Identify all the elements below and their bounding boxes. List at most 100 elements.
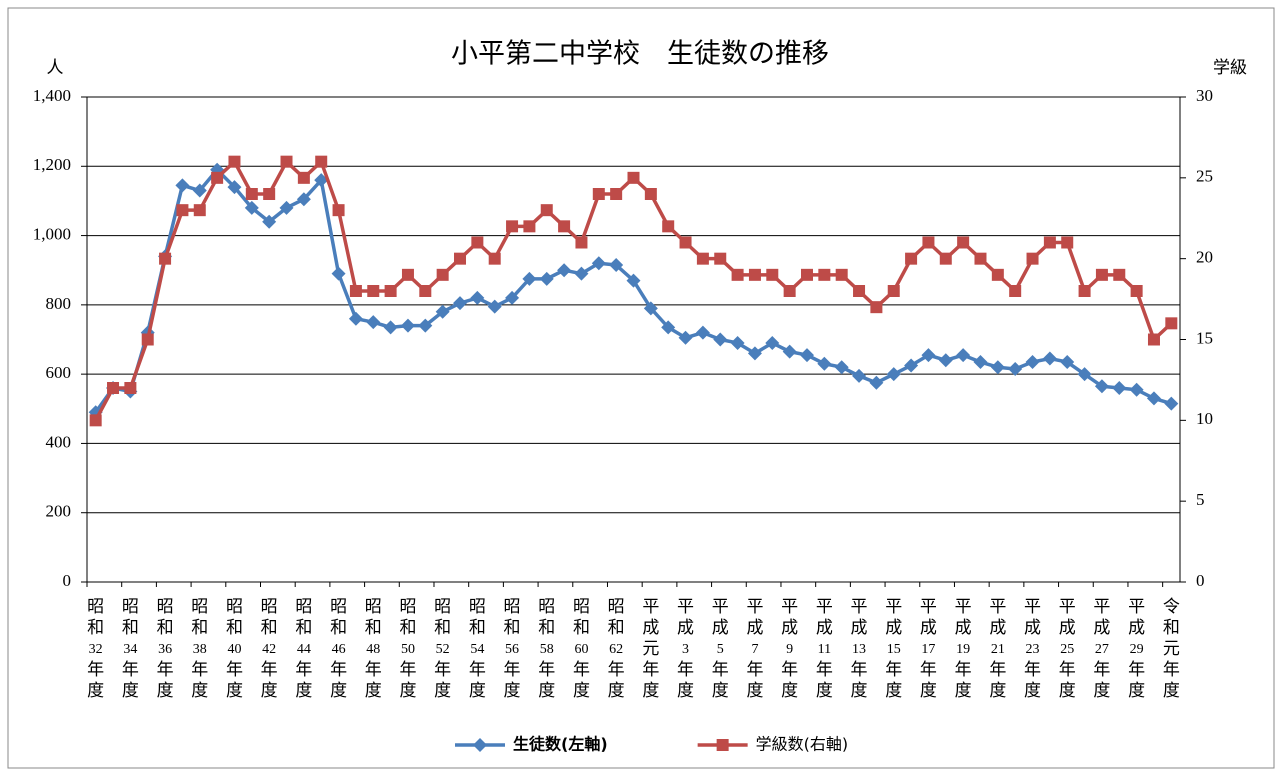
data-point <box>765 335 780 350</box>
x-tick-label: 平成元年度 <box>642 597 659 700</box>
y-tick-label: 200 <box>46 502 72 521</box>
data-point <box>1113 268 1126 281</box>
y2-tick-label: 0 <box>1196 571 1205 590</box>
data-point <box>228 155 241 168</box>
data-point <box>626 273 641 288</box>
data-point <box>956 348 971 363</box>
x-tick-label: 昭和 48 年度 <box>365 597 382 700</box>
data-point <box>558 220 571 233</box>
x-tick-label: 昭和 32 年度 <box>87 597 104 700</box>
data-point <box>938 353 953 368</box>
x-tick-label: 平成 25 年度 <box>1059 597 1076 700</box>
data-point <box>922 236 935 249</box>
data-point <box>730 335 745 350</box>
data-point <box>332 204 345 217</box>
data-point <box>89 414 102 427</box>
legend-marker <box>716 739 729 751</box>
data-point <box>1026 252 1039 265</box>
data-point <box>297 171 310 184</box>
data-point <box>678 330 693 345</box>
data-point <box>748 268 761 281</box>
data-point <box>1077 367 1092 382</box>
data-point <box>211 171 224 184</box>
x-tick-label: 平成 11 年度 <box>816 597 833 700</box>
data-point <box>800 268 813 281</box>
x-tick-label: 平成 21 年度 <box>989 597 1006 700</box>
data-point <box>419 285 432 297</box>
x-tick-label: 令和元年度 <box>1163 597 1180 700</box>
data-point <box>1130 285 1143 297</box>
data-point <box>661 320 676 335</box>
data-point <box>279 200 294 215</box>
data-point <box>575 236 588 249</box>
chart-frame <box>7 7 1275 769</box>
data-point <box>731 268 744 281</box>
data-point <box>1147 333 1160 346</box>
data-point <box>487 299 502 314</box>
data-point <box>818 268 831 281</box>
data-point <box>1042 351 1057 366</box>
data-point <box>400 318 415 333</box>
x-tick-label: 平成 7 年度 <box>746 597 763 700</box>
data-point <box>782 344 797 359</box>
data-point <box>159 252 172 265</box>
data-point <box>921 348 936 363</box>
data-point <box>679 236 692 249</box>
y2-tick-label: 25 <box>1196 167 1213 186</box>
x-tick-label: 昭和 40 年度 <box>226 597 243 700</box>
data-point <box>817 356 832 371</box>
data-point <box>245 188 258 200</box>
data-point <box>747 346 762 361</box>
data-point <box>435 304 450 319</box>
data-point <box>591 256 606 271</box>
y2-axis-label: 学級 <box>1213 58 1247 78</box>
y-tick-label: 1,200 <box>33 155 71 174</box>
x-tick-label: 昭和 54 年度 <box>469 597 486 700</box>
data-point <box>870 301 883 314</box>
data-point <box>1129 382 1144 397</box>
data-point <box>453 296 468 311</box>
data-point <box>610 188 623 200</box>
data-point <box>192 183 207 198</box>
data-point <box>470 290 485 305</box>
x-tick-label: 昭和 46 年度 <box>330 597 347 700</box>
data-point <box>540 204 553 217</box>
y-tick-label: 1,400 <box>33 86 71 105</box>
data-point <box>696 252 709 265</box>
data-point <box>627 171 640 184</box>
x-tick-label: 平成 15 年度 <box>885 597 902 700</box>
data-point <box>990 360 1005 375</box>
x-tick-label: 平成 27 年度 <box>1093 597 1110 700</box>
x-tick-label: 昭和 60 年度 <box>573 597 590 700</box>
data-point <box>471 236 484 249</box>
data-point <box>574 266 589 281</box>
data-point <box>886 367 901 382</box>
x-tick-label: 昭和 50 年度 <box>399 597 416 700</box>
data-point <box>383 320 398 335</box>
x-tick-label: 平成 17 年度 <box>920 597 937 700</box>
data-point <box>557 263 572 278</box>
data-point <box>296 192 311 207</box>
data-point <box>939 252 952 265</box>
data-point <box>1009 285 1022 297</box>
data-point <box>1078 285 1091 297</box>
data-point <box>349 285 362 297</box>
data-point <box>853 285 866 297</box>
x-tick-label: 昭和 42 年度 <box>261 597 278 700</box>
data-point <box>643 301 658 316</box>
data-point <box>315 155 328 168</box>
data-point <box>957 236 970 249</box>
data-point <box>1164 396 1179 411</box>
data-point <box>869 375 884 390</box>
data-point <box>766 268 779 281</box>
x-tick-label: 平成 9 年度 <box>781 597 798 700</box>
data-point <box>609 258 624 273</box>
data-point <box>1146 391 1161 406</box>
data-point <box>176 204 189 217</box>
data-point <box>695 325 710 340</box>
y-tick-label: 600 <box>46 363 72 382</box>
data-point <box>1112 381 1127 395</box>
data-point <box>973 355 988 370</box>
data-point <box>522 271 537 286</box>
